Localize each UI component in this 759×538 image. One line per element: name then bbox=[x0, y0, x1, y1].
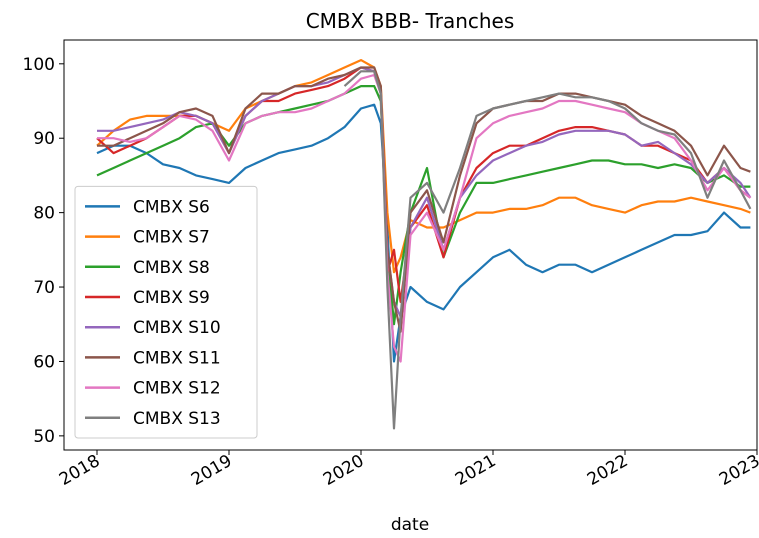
chart-title: CMBX BBB- Tranches bbox=[306, 9, 515, 33]
legend-box bbox=[74, 185, 258, 439]
x-axis-label: date bbox=[391, 515, 429, 535]
x-tick-label: 2022 bbox=[584, 451, 631, 490]
y-tick-label: 90 bbox=[33, 129, 55, 149]
legend-label: CMBX S9 bbox=[133, 288, 210, 308]
legend-label: CMBX S8 bbox=[133, 258, 210, 278]
y-tick-label: 70 bbox=[33, 278, 55, 298]
plot-frame bbox=[63, 39, 758, 451]
x-tick-label: 2019 bbox=[188, 451, 235, 490]
x-tick-label: 2020 bbox=[320, 451, 367, 490]
y-tick-label: 60 bbox=[33, 352, 55, 372]
x-tick-label: 2023 bbox=[716, 451, 759, 490]
legend-label: CMBX S12 bbox=[133, 379, 221, 399]
y-tick-label: 100 bbox=[23, 55, 55, 75]
legend-label: CMBX S10 bbox=[133, 318, 221, 338]
plot-lines bbox=[96, 59, 752, 430]
series-line bbox=[343, 70, 752, 430]
series-line bbox=[97, 66, 751, 333]
y-tick-label: 50 bbox=[33, 427, 55, 447]
x-tick-label: 2018 bbox=[56, 451, 103, 490]
legend-label: CMBX S13 bbox=[133, 409, 221, 429]
y-tick-label: 80 bbox=[33, 204, 55, 224]
legend-label: CMBX S6 bbox=[133, 197, 210, 217]
legend-label: CMBX S11 bbox=[133, 348, 221, 368]
legend-label: CMBX S7 bbox=[133, 228, 210, 248]
x-tick-label: 2021 bbox=[452, 451, 499, 490]
